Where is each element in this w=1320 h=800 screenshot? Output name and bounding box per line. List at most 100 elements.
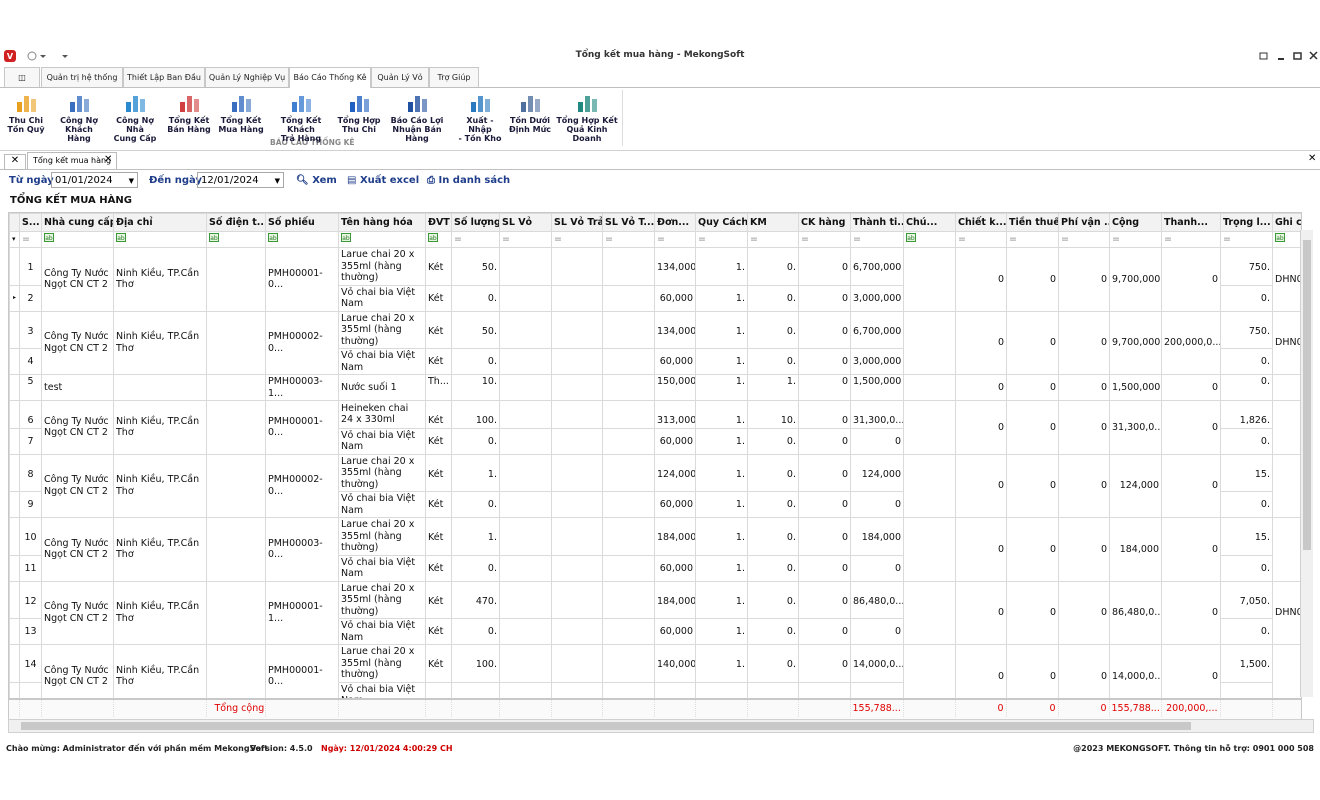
- item-cell-name: Vỏ chai bia Việt Nam: [339, 285, 426, 311]
- column-header[interactable]: Ghi chú: [1273, 214, 1303, 232]
- row-indicator: [10, 428, 20, 454]
- column-header[interactable]: SL Vỏ Trả: [552, 214, 603, 232]
- filter-cell[interactable]: =: [748, 232, 799, 248]
- data-row[interactable]: 5testPMH00003-1...Nước suối 1Th...10.150…: [10, 375, 1303, 401]
- menu-tab[interactable]: Thiết Lập Ban Đầu: [123, 67, 205, 87]
- vertical-scrollbar[interactable]: [1300, 230, 1313, 697]
- filter-cell[interactable]: =: [1007, 232, 1059, 248]
- data-row[interactable]: 10Công Ty Nước Ngọt CN CT 2Ninh Kiều, TP…: [10, 518, 1303, 556]
- item-cell-stt: 12: [20, 581, 42, 619]
- filter-cell[interactable]: ab: [114, 232, 207, 248]
- ribbon-button[interactable]: Tổng Kết Mua Hàng: [218, 90, 264, 134]
- column-header[interactable]: SL Vỏ: [500, 214, 552, 232]
- data-row[interactable]: 6Công Ty Nước Ngọt CN CT 2Ninh Kiều, TP.…: [10, 401, 1303, 429]
- horizontal-scrollbar[interactable]: [8, 719, 1314, 733]
- data-row[interactable]: 1Công Ty Nước Ngọt CN CT 2Ninh Kiều, TP.…: [10, 248, 1303, 286]
- filter-cell[interactable]: =: [956, 232, 1007, 248]
- filter-cell[interactable]: =: [20, 232, 42, 248]
- ribbon-icon: [289, 90, 313, 114]
- filter-cell[interactable]: ab: [42, 232, 114, 248]
- ribbon-icon: [518, 90, 542, 114]
- filter-cell[interactable]: ab: [426, 232, 452, 248]
- filter-cell[interactable]: =: [1059, 232, 1110, 248]
- item-cell-name: Vỏ chai bia Việt Nam: [339, 555, 426, 581]
- ribbon-button[interactable]: Công Nợ Khách Hàng: [52, 90, 106, 143]
- column-header[interactable]: Số phiếu: [266, 214, 339, 232]
- ribbon-button[interactable]: Xuất - Nhập - Tồn Kho: [454, 90, 506, 143]
- filter-cell[interactable]: =: [603, 232, 655, 248]
- column-header[interactable]: Nhà cung cấp: [42, 214, 114, 232]
- print-button[interactable]: ⎙ In danh sách: [427, 175, 510, 186]
- ribbon-button[interactable]: Tồn Dưới Định Mức: [508, 90, 552, 134]
- filter-cell[interactable]: ab: [207, 232, 266, 248]
- group-cell-address: Ninh Kiều, TP.Cần Thơ: [114, 645, 207, 700]
- close-all[interactable]: ✕: [4, 154, 26, 170]
- menu-icon-tab[interactable]: ◫: [4, 67, 40, 87]
- menu-tab[interactable]: Trợ Giúp: [429, 67, 479, 87]
- doc-tab[interactable]: Tổng kết mua hàng ✕: [27, 152, 117, 169]
- column-header[interactable]: Tên hàng hóa: [339, 214, 426, 232]
- column-header[interactable]: ĐVT: [426, 214, 452, 232]
- column-header[interactable]: Số điện t...: [207, 214, 266, 232]
- group-cell-phone: [207, 375, 266, 401]
- column-header[interactable]: Phí vận ...: [1059, 214, 1110, 232]
- item-cell-ck: [799, 682, 851, 699]
- to-date[interactable]: 12/01/2024▼: [197, 172, 284, 188]
- column-header[interactable]: Cộng: [1110, 214, 1162, 232]
- filter-cell[interactable]: =: [452, 232, 500, 248]
- filter-cell[interactable]: ab: [904, 232, 956, 248]
- column-header[interactable]: Đơn...: [655, 214, 696, 232]
- ribbon-button[interactable]: Công Nợ Nhà Cung Cấp: [108, 90, 162, 143]
- column-header[interactable]: Số lượng: [452, 214, 500, 232]
- ribbon-button[interactable]: Tổng Hợp Thu Chi: [336, 90, 382, 134]
- ribbon-button[interactable]: Thu Chi Tồn Quỹ: [6, 90, 46, 134]
- filter-cell[interactable]: =: [851, 232, 904, 248]
- data-row[interactable]: 12Công Ty Nước Ngọt CN CT 2Ninh Kiều, TP…: [10, 581, 1303, 619]
- filter-cell[interactable]: =: [799, 232, 851, 248]
- ribbon-button[interactable]: Tổng Hợp Kết Quả Kinh Doanh: [554, 90, 620, 143]
- menu-tab[interactable]: Quản Lý Nghiệp Vụ: [205, 67, 289, 87]
- data-row[interactable]: 3Công Ty Nước Ngọt CN CT 2Ninh Kiều, TP.…: [10, 311, 1303, 349]
- column-header[interactable]: Thành ti...: [851, 214, 904, 232]
- ribbon-button[interactable]: Báo Cáo Lợi Nhuận Bán Hàng: [384, 90, 450, 143]
- filter-cell[interactable]: =: [655, 232, 696, 248]
- column-header[interactable]: Chiết k...: [956, 214, 1007, 232]
- menu-tab[interactable]: Báo Cáo Thống Kê: [289, 67, 371, 88]
- filter-icon: ab: [209, 233, 219, 242]
- menu-tab[interactable]: Quản Lý Vỏ: [371, 67, 429, 87]
- column-header[interactable]: Quy Cách: [696, 214, 748, 232]
- filter-cell[interactable]: ab: [339, 232, 426, 248]
- from-date[interactable]: 01/01/2024▼: [51, 172, 138, 188]
- footer-shipping: 0: [1058, 700, 1109, 717]
- column-header[interactable]: KM: [748, 214, 799, 232]
- item-cell-amount: 14,000,0...: [851, 645, 904, 683]
- column-header[interactable]: S...: [20, 214, 42, 232]
- doc-tab-close[interactable]: ✕: [104, 154, 112, 165]
- filter-cell[interactable]: ab: [266, 232, 339, 248]
- column-header[interactable]: SL Vỏ T...: [603, 214, 655, 232]
- ribbon-button[interactable]: Tổng Kết Khách Trả Hàng: [268, 90, 334, 143]
- excel-button[interactable]: ▤ Xuất excel: [347, 175, 419, 186]
- ribbon-button[interactable]: Tổng Kết Bán Hàng: [166, 90, 212, 134]
- close-doc[interactable]: ✕: [1308, 153, 1316, 164]
- filter-cell[interactable]: =: [552, 232, 603, 248]
- data-row[interactable]: 8Công Ty Nước Ngọt CN CT 2Ninh Kiều, TP.…: [10, 454, 1303, 492]
- column-header[interactable]: Thanh...: [1162, 214, 1221, 232]
- filter-cell[interactable]: =: [696, 232, 748, 248]
- column-header[interactable]: Chú...: [904, 214, 956, 232]
- filter-cell[interactable]: ab: [1273, 232, 1303, 248]
- data-row[interactable]: 14Công Ty Nước Ngọt CN CT 2Ninh Kiều, TP…: [10, 645, 1303, 683]
- menu-tab[interactable]: Quản trị hệ thống: [41, 67, 123, 87]
- filter-cell[interactable]: =: [500, 232, 552, 248]
- column-header[interactable]: Địa chỉ: [114, 214, 207, 232]
- item-cell-price: 60,000: [655, 619, 696, 645]
- filter-cell[interactable]: =: [1110, 232, 1162, 248]
- window-controls[interactable]: [1256, 49, 1320, 63]
- column-header[interactable]: Trọng l...: [1221, 214, 1273, 232]
- view-button[interactable]: 🔍︎ Xem: [296, 175, 337, 186]
- group-cell-remark: DHN00: [1273, 248, 1303, 312]
- column-header[interactable]: CK hàng: [799, 214, 851, 232]
- filter-cell[interactable]: =: [1221, 232, 1273, 248]
- column-header[interactable]: Tiền thuế: [1007, 214, 1059, 232]
- filter-cell[interactable]: =: [1162, 232, 1221, 248]
